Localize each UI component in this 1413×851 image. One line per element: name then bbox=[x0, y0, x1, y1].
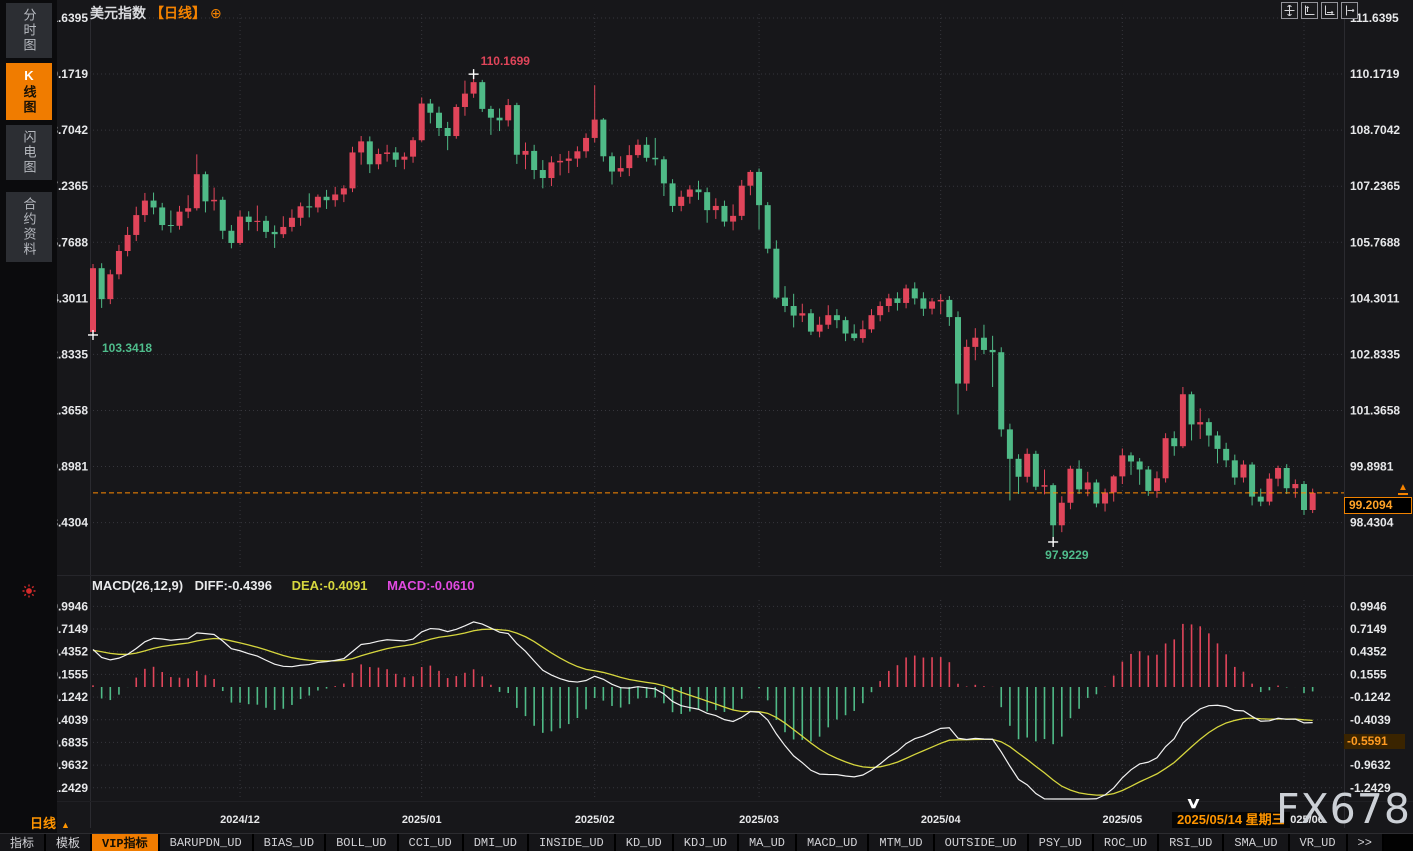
price-axis-label: 111.6395 bbox=[1350, 11, 1399, 25]
macd-axis-label: 0.4352 bbox=[51, 645, 88, 659]
tab-more[interactable]: >> bbox=[1347, 834, 1384, 851]
tab-zhibiao[interactable]: 指标 bbox=[0, 834, 47, 851]
macd-axis-label: 0.4352 bbox=[1350, 645, 1387, 659]
chart-title: 美元指数 【日线】 ⊕ bbox=[90, 3, 222, 23]
last-price-badge: 99.2094 bbox=[1344, 497, 1412, 514]
sidebar-item-lightning[interactable]: 闪电图 bbox=[6, 125, 52, 180]
tab-boll[interactable]: BOLL_UD bbox=[326, 834, 399, 851]
price-axis-label: 102.8335 bbox=[1350, 347, 1400, 361]
macd-axis-label: -0.4039 bbox=[47, 713, 88, 727]
period-tag: 【日线】 bbox=[150, 5, 206, 21]
macd-axis-label: -0.6835 bbox=[47, 735, 88, 749]
macd-axis-label: -1.2429 bbox=[1350, 781, 1391, 795]
time-axis-label: 2025/03 bbox=[739, 814, 779, 826]
macd-axis-label: 0.9946 bbox=[1350, 599, 1387, 613]
macd-axis-label: 0.7149 bbox=[51, 622, 88, 636]
time-axis-label: 2025/02 bbox=[575, 814, 615, 826]
macd-name: MACD(26,12,9) bbox=[92, 578, 184, 593]
tab-outside[interactable]: OUTSIDE_UD bbox=[934, 834, 1029, 851]
tab-vr[interactable]: VR_UD bbox=[1289, 834, 1348, 851]
macd-axis-label: 0.1555 bbox=[51, 667, 88, 681]
price-axis-label: 105.7688 bbox=[1350, 235, 1400, 249]
price-axis-label: 107.2365 bbox=[1350, 179, 1400, 193]
price-axis-label: 101.3658 bbox=[1350, 403, 1400, 417]
date-badge: 2025/05/14 星期三 bbox=[1172, 812, 1290, 828]
time-axis-label: 2025/04 bbox=[921, 814, 962, 826]
move-icon[interactable] bbox=[1281, 2, 1298, 19]
price-axis-label: 108.7042 bbox=[1350, 123, 1400, 137]
price-axis-label: 99.8981 bbox=[1350, 460, 1394, 474]
symbol-name: 美元指数 bbox=[90, 5, 146, 21]
current-candle-caret-icon: ∨ bbox=[1185, 795, 1202, 812]
time-axis-label: 2025/05 bbox=[1102, 814, 1142, 826]
macd-alert-icon[interactable] bbox=[22, 584, 36, 598]
macd-axis-label: 0.7149 bbox=[1350, 622, 1387, 636]
tab-moban[interactable]: 模板 bbox=[46, 834, 93, 851]
sidebar-item-label: 闪电图 bbox=[21, 130, 37, 175]
tab-roc[interactable]: ROC_UD bbox=[1093, 834, 1160, 851]
sidebar: 分时图 K线图 闪电图 合约资料 bbox=[0, 0, 57, 833]
watermark: FX678 bbox=[1276, 785, 1411, 833]
pan-right-icon[interactable] bbox=[1341, 2, 1358, 19]
dropdown-up-icon: ▲ bbox=[61, 820, 70, 830]
tab-mtm[interactable]: MTM_UD bbox=[869, 834, 935, 851]
price-annotation: 110.1699 bbox=[481, 54, 531, 68]
sidebar-item-label: 分时图 bbox=[21, 8, 37, 53]
time-axis-label: 2025/06 bbox=[1284, 814, 1324, 826]
chart-toolbar bbox=[1281, 2, 1358, 19]
macd-diff-value: DIFF:-0.4396 bbox=[194, 578, 272, 593]
target-icon[interactable]: ⊕ bbox=[210, 5, 222, 21]
tab-sma[interactable]: SMA_UD bbox=[1224, 834, 1290, 851]
sidebar-item-kline[interactable]: K线图 bbox=[6, 63, 52, 120]
price-axis-label: 98.4304 bbox=[1350, 516, 1394, 530]
sidebar-item-label: 合约资料 bbox=[21, 197, 37, 257]
tab-vip[interactable]: VIP指标 bbox=[92, 834, 160, 851]
sidebar-item-label: K线图 bbox=[21, 68, 37, 115]
price-axis-label: 104.3011 bbox=[1350, 291, 1400, 305]
sidebar-item-contract-info[interactable]: 合约资料 bbox=[6, 192, 52, 262]
tab-psy[interactable]: PSY_UD bbox=[1028, 834, 1094, 851]
macd-axis-label: -0.9632 bbox=[47, 758, 88, 772]
tab-ma[interactable]: MA_UD bbox=[738, 834, 797, 851]
macd-header: MACD(26,12,9) DIFF:-0.4396 DEA:-0.4091 M… bbox=[92, 578, 475, 593]
macd-axis-label: 0.1555 bbox=[1350, 667, 1387, 681]
tab-kdj[interactable]: KDJ_UD bbox=[673, 834, 739, 851]
macd-axis-label: 0.9946 bbox=[51, 599, 88, 613]
tab-bias[interactable]: BIAS_UD bbox=[253, 834, 327, 851]
macd-value-badge: -0.5591 bbox=[1344, 734, 1405, 749]
sidebar-item-timeshare[interactable]: 分时图 bbox=[6, 3, 52, 58]
tab-cci[interactable]: CCI_UD bbox=[398, 834, 464, 851]
time-axis-label: 2025/01 bbox=[402, 814, 442, 826]
tab-kd[interactable]: KD_UD bbox=[615, 834, 674, 851]
tab-macd[interactable]: MACD_UD bbox=[797, 834, 870, 851]
time-axis-label: 2024/12 bbox=[220, 814, 260, 826]
last-price-arrow-icon: ▲ bbox=[1398, 482, 1408, 495]
macd-axis-label: -1.2429 bbox=[47, 781, 88, 795]
macd-dea-value: DEA:-0.4091 bbox=[291, 578, 368, 593]
price-axis-label: 110.1719 bbox=[1350, 67, 1400, 81]
period-selector[interactable]: 日线 ▲ bbox=[30, 816, 70, 831]
macd-axis-label: -0.4039 bbox=[1350, 713, 1391, 727]
y-axis-zoom-icon[interactable] bbox=[1301, 2, 1318, 19]
tab-dmi[interactable]: DMI_UD bbox=[463, 834, 529, 851]
macd-macd-value: MACD:-0.0610 bbox=[387, 578, 475, 593]
price-annotation: 103.3418 bbox=[102, 341, 152, 355]
x-axis-zoom-icon[interactable] bbox=[1321, 2, 1338, 19]
tab-rsi[interactable]: RSI_UD bbox=[1159, 834, 1225, 851]
indicator-tab-bar: 指标 模板 VIP指标 BARUPDN_UD BIAS_UD BOLL_UD CCI_UD D… bbox=[0, 833, 1413, 851]
tab-inside[interactable]: INSIDE_UD bbox=[528, 834, 616, 851]
macd-axis-label: -0.1242 bbox=[47, 690, 88, 704]
price-annotation: 97.9229 bbox=[1045, 548, 1089, 562]
macd-axis-label: -0.1242 bbox=[1350, 690, 1391, 704]
tab-barupdn[interactable]: BARUPDN_UD bbox=[159, 834, 254, 851]
macd-axis-label: -0.9632 bbox=[1350, 758, 1391, 772]
